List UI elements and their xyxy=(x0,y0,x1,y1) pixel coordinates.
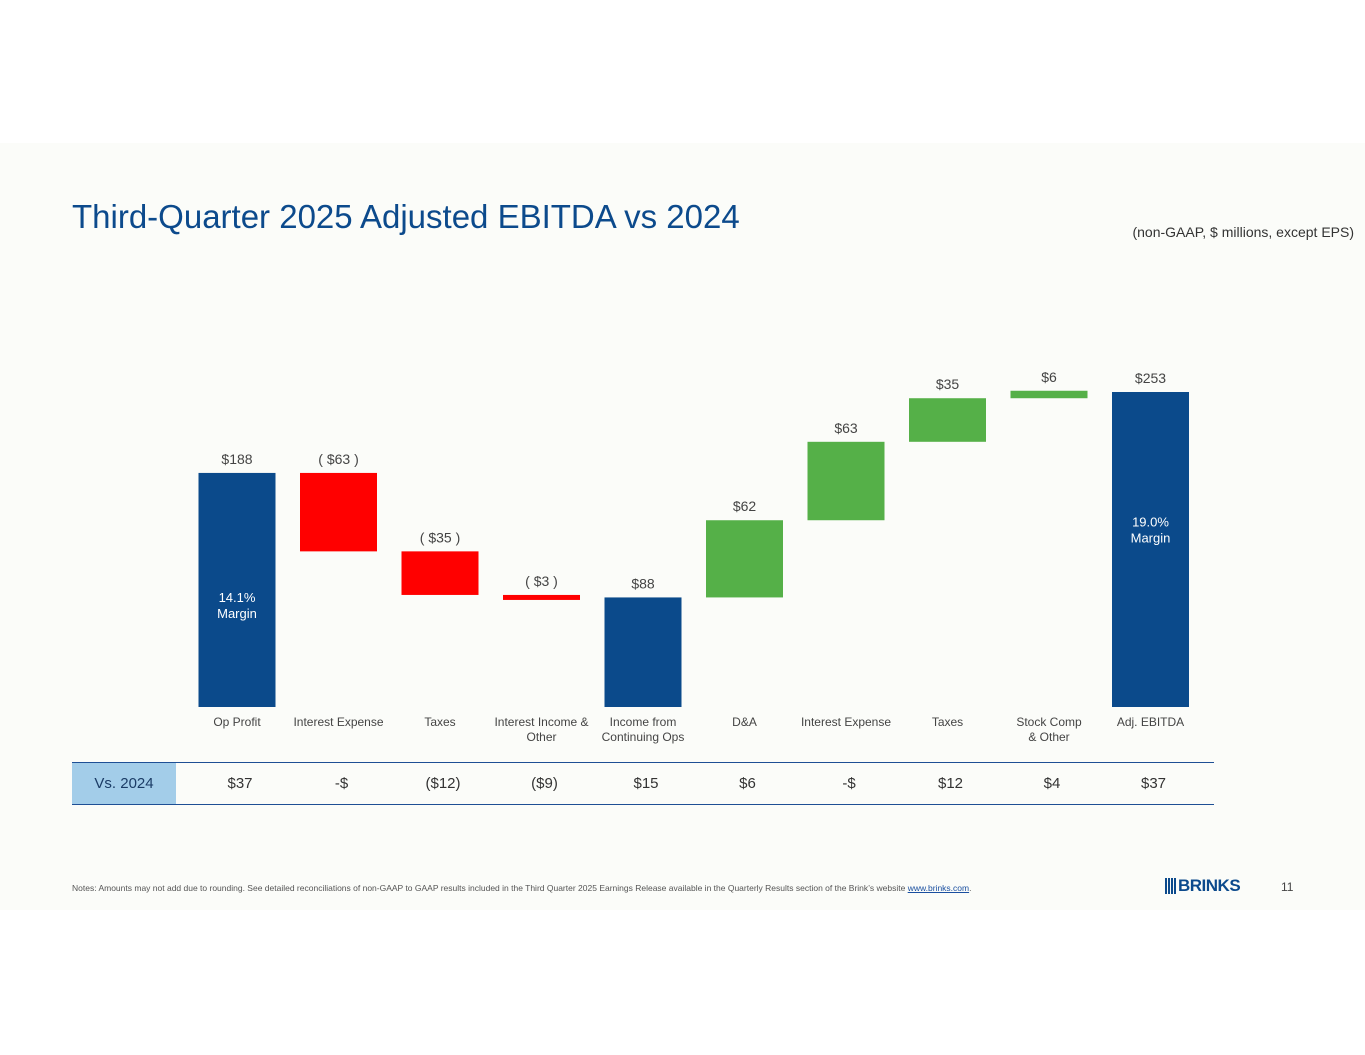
page-number: 11 xyxy=(1281,880,1294,894)
data-label-10: $253 xyxy=(1135,370,1166,386)
bar-2 xyxy=(300,472,377,552)
data-label-4: ( $3 ) xyxy=(525,573,558,589)
bar-5 xyxy=(604,597,682,707)
category-label-2: Interest Expense xyxy=(293,715,384,729)
data-label-5: $88 xyxy=(631,575,655,591)
vs-2024-header: Vs. 2024 xyxy=(72,763,176,804)
data-label-8: $35 xyxy=(936,376,960,392)
category-label-5: Income from Continuing Ops xyxy=(601,715,685,744)
bar-6 xyxy=(706,520,783,598)
footnote-text: Notes: Amounts may not add due to roundi… xyxy=(72,883,908,893)
category-label-9: Stock Comp & Other xyxy=(1016,715,1082,744)
vs-2024-cell-5: $15 xyxy=(633,775,659,792)
page-title: Third-Quarter 2025 Adjusted EBITDA vs 20… xyxy=(72,198,740,235)
footnote: Notes: Amounts may not add due to roundi… xyxy=(72,883,971,893)
bar-9 xyxy=(1010,390,1088,399)
vs-2024-cell-6: $6 xyxy=(739,775,756,792)
bar-10 xyxy=(1112,392,1189,707)
data-label-9: $6 xyxy=(1041,369,1057,385)
bar-1 xyxy=(198,472,276,707)
category-label-3: Taxes xyxy=(424,715,456,729)
category-label-1: Op Profit xyxy=(213,715,261,729)
data-label-7: $63 xyxy=(834,420,858,436)
category-label-7: Interest Expense xyxy=(800,715,892,729)
category-label-8: Taxes xyxy=(931,715,964,729)
logo-text: BRINKS xyxy=(1178,876,1241,895)
vs-2024-cell-10: $37 xyxy=(1140,775,1167,792)
category-label-4: Interest Income & Other xyxy=(494,715,589,744)
margin-label-1: 14.1% xyxy=(219,590,256,605)
data-label-6: $62 xyxy=(733,498,757,514)
bar-4 xyxy=(503,594,580,600)
units-subtitle: (non-GAAP, $ millions, except EPS) xyxy=(1132,224,1354,240)
bar-3 xyxy=(401,551,479,595)
vs-2024-cell-9: $4 xyxy=(1043,775,1061,792)
vs-2024-cell-8: $12 xyxy=(937,775,964,792)
vs-2024-cell-1: $37 xyxy=(227,775,253,792)
brinks-website-link[interactable]: www.brinks.com xyxy=(907,883,970,893)
category-label-6: D&A xyxy=(732,715,757,729)
vs-2024-cell-4: ($9) xyxy=(531,775,558,792)
brinks-logo: BRINKS xyxy=(1165,876,1241,896)
logo-bars-icon xyxy=(1165,878,1177,894)
vs-2024-cell-2: -$ xyxy=(334,775,349,792)
margin-label-10: 19.0% xyxy=(1132,515,1169,530)
margin-label-10: Margin xyxy=(1131,531,1171,546)
bar-7 xyxy=(807,441,885,521)
vs-2024-cell-3: ($12) xyxy=(425,775,461,792)
margin-label-1: Margin xyxy=(217,606,257,621)
vs-2024-table: Vs. 2024 $37 -$ ($12) ($9) $15 $6 -$ $12 $4 $37 xyxy=(72,762,1214,805)
data-label-1: $188 xyxy=(221,451,252,467)
vs-2024-cell-7: -$ xyxy=(842,775,856,792)
data-label-3: ( $35 ) xyxy=(420,529,460,545)
category-label-10: Adj. EBITDA xyxy=(1116,715,1185,729)
footnote-end: . xyxy=(969,883,972,893)
data-label-2: ( $63 ) xyxy=(318,451,358,467)
bar-8 xyxy=(909,398,986,442)
